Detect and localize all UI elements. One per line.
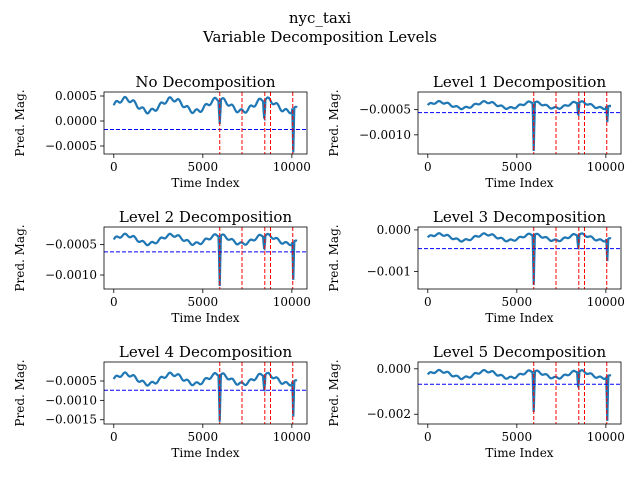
x-axis-label: Time Index [485, 311, 553, 325]
plot-area [104, 92, 307, 154]
x-axis-label: Time Index [171, 446, 239, 460]
subplot-4: 0 5000 10000 −0.0005 −0.0010 −0.0015 Level 4 D… [13, 343, 311, 460]
subplot-title: Level 3 Decomposition [433, 208, 607, 226]
figure-title: nyc_taxi [289, 9, 351, 27]
y-tick-label: −0.001 [367, 265, 411, 279]
subplot-0: 0 5000 10000 −0.0005 0.0000 0.0005 No Decompos… [13, 73, 311, 190]
y-tick-label: −0.0005 [45, 139, 97, 153]
x-tick-label: 5000 [188, 295, 219, 309]
x-tick-label: 0 [110, 430, 118, 444]
x-tick-label: 5000 [502, 295, 533, 309]
series-line [426, 99, 612, 152]
subplot-title: Level 2 Decomposition [119, 208, 293, 226]
subplot-title: No Decomposition [135, 73, 275, 91]
x-tick-label: 5000 [502, 160, 533, 174]
x-tick-label: 5000 [188, 430, 219, 444]
y-tick-label: 0.0000 [55, 114, 97, 128]
plot-area [418, 227, 621, 289]
y-tick-label: −0.0015 [45, 413, 97, 427]
figure-subtitle: Variable Decomposition Levels [202, 28, 437, 46]
series-line [112, 371, 298, 422]
plot-area [104, 227, 307, 289]
y-tick-label: −0.0005 [45, 238, 97, 252]
plot-area [104, 362, 307, 424]
subplot-1: 0 5000 10000 −0.0005 −0.0010 Level 1 Decompos… [327, 73, 625, 190]
x-axis-label: Time Index [171, 311, 239, 325]
series-line [426, 368, 612, 422]
subplot-title: Level 1 Decomposition [433, 73, 607, 91]
subplot-2: 0 5000 10000 −0.0005 −0.0010 Level 2 Decompos… [13, 208, 311, 325]
x-tick-label: 10000 [587, 295, 625, 309]
y-tick-label: −0.0010 [45, 393, 97, 407]
y-axis-label: Pred. Mag. [13, 89, 27, 156]
axes-frame [417, 361, 622, 425]
x-tick-label: 10000 [273, 160, 311, 174]
x-tick-label: 0 [424, 295, 432, 309]
series-line [426, 232, 612, 285]
axes-frame [417, 226, 622, 290]
plot-area [418, 92, 621, 154]
subplot-3: 0 5000 10000 0.000 −0.001 Level 3 Decompositi… [327, 208, 625, 325]
y-tick-label: −0.0005 [45, 374, 97, 388]
x-tick-label: 0 [110, 295, 118, 309]
x-tick-label: 10000 [273, 430, 311, 444]
x-axis-label: Time Index [485, 446, 553, 460]
x-tick-label: 10000 [587, 430, 625, 444]
x-axis-label: Time Index [171, 176, 239, 190]
y-tick-label: 0.0005 [55, 89, 97, 103]
subplot-title: Level 4 Decomposition [119, 343, 293, 361]
y-axis-label: Pred. Mag. [13, 359, 27, 426]
axes-frame [417, 91, 622, 155]
subplot-5: 0 5000 10000 0.000 −0.002 Level 5 Decompositi… [327, 343, 625, 460]
series-line [112, 232, 298, 287]
y-axis-label: Pred. Mag. [327, 224, 341, 291]
y-tick-label: −0.0010 [359, 128, 411, 142]
series-line [112, 95, 298, 153]
y-tick-label: 0.000 [377, 223, 411, 237]
subplot-title: Level 5 Decomposition [433, 343, 607, 361]
axes-frame [103, 361, 308, 425]
y-axis-label: Pred. Mag. [327, 89, 341, 156]
x-tick-label: 0 [424, 160, 432, 174]
x-tick-label: 10000 [273, 295, 311, 309]
x-axis-label: Time Index [485, 176, 553, 190]
x-tick-label: 5000 [188, 160, 219, 174]
x-tick-label: 0 [424, 430, 432, 444]
y-tick-label: −0.002 [367, 407, 411, 421]
x-tick-label: 10000 [587, 160, 625, 174]
x-tick-label: 5000 [502, 430, 533, 444]
axes-frame [103, 226, 308, 290]
plot-area [418, 362, 621, 424]
y-tick-label: 0.000 [377, 362, 411, 376]
axes-frame [103, 91, 308, 155]
x-tick-label: 0 [110, 160, 118, 174]
y-tick-label: −0.0010 [45, 268, 97, 282]
y-tick-label: −0.0005 [359, 103, 411, 117]
y-axis-label: Pred. Mag. [13, 224, 27, 291]
y-axis-label: Pred. Mag. [327, 359, 341, 426]
